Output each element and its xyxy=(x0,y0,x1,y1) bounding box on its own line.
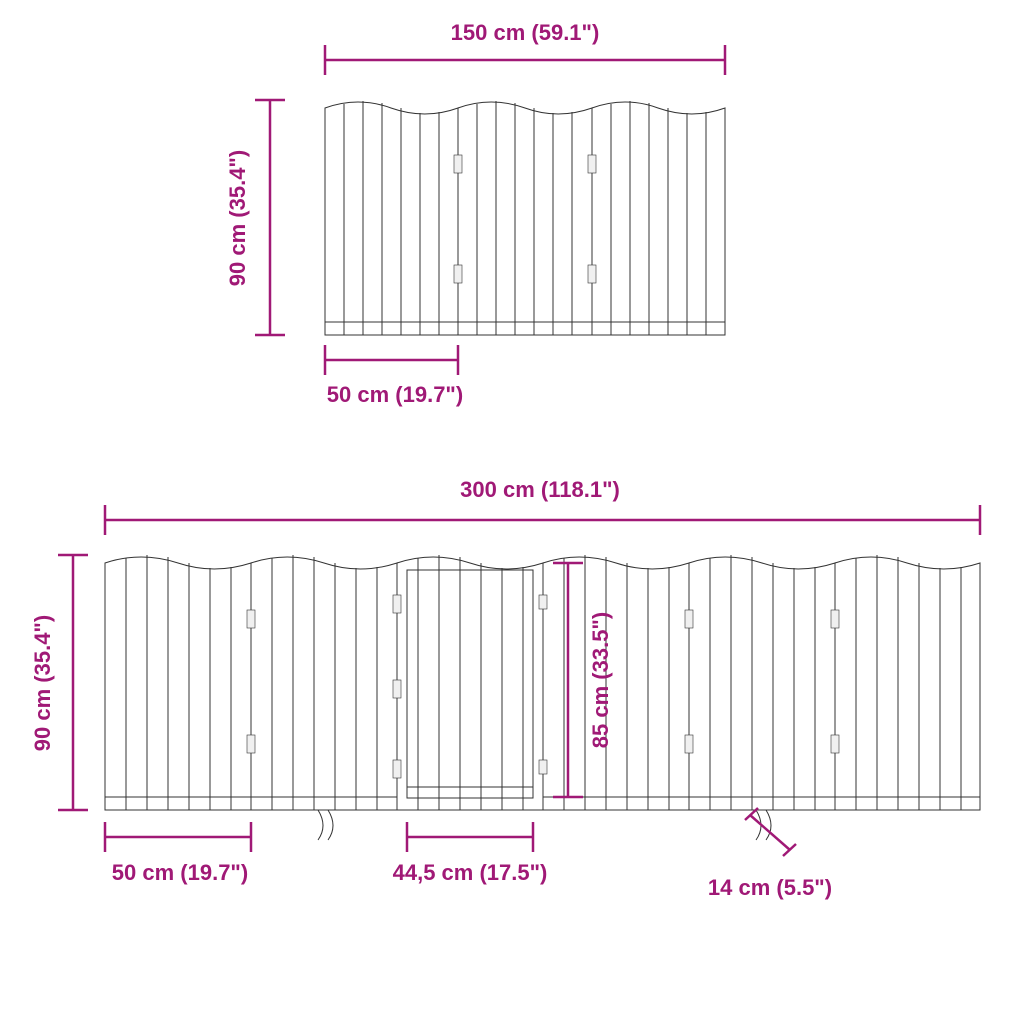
bottom-height-dim: 90 cm (35.4") xyxy=(30,555,88,810)
bottom-innerheight-label: 85 cm (33.5") xyxy=(588,612,613,748)
top-panel-3 xyxy=(592,101,725,335)
bottom-panelwidth-dim: 50 cm (19.7") xyxy=(105,822,251,885)
top-diagram: 150 cm (59.1") 90 cm (35.4") xyxy=(225,20,725,407)
bottom-width-label: 300 cm (118.1") xyxy=(460,477,620,502)
bottom-height-label: 90 cm (35.4") xyxy=(30,615,55,751)
top-panels xyxy=(325,101,725,335)
bottom-panel-5 xyxy=(689,555,835,810)
top-width-dim: 150 cm (59.1") xyxy=(325,20,725,75)
top-panelwidth-dim: 50 cm (19.7") xyxy=(325,345,463,407)
bottom-foot-label: 14 cm (5.5") xyxy=(708,875,832,900)
bottom-diagram: 300 cm (118.1") 90 cm (35.4") xyxy=(30,477,980,900)
bottom-panel-1 xyxy=(105,555,251,810)
bottom-door-dim: 44,5 cm (17.5") xyxy=(393,822,548,885)
bottom-panel-3 xyxy=(397,555,543,810)
top-height-dim: 90 cm (35.4") xyxy=(225,100,285,335)
bottom-panel-2 xyxy=(251,555,397,810)
bottom-panelwidth-label: 50 cm (19.7") xyxy=(112,860,248,885)
top-panel-2 xyxy=(458,101,592,335)
bottom-panel-6 xyxy=(835,555,980,810)
bottom-width-dim: 300 cm (118.1") xyxy=(105,477,980,535)
top-height-label: 90 cm (35.4") xyxy=(225,150,250,286)
bottom-foot-dim: 14 cm (5.5") xyxy=(708,808,832,900)
bottom-door-label: 44,5 cm (17.5") xyxy=(393,860,548,885)
top-panelwidth-label: 50 cm (19.7") xyxy=(327,382,463,407)
bottom-panels xyxy=(105,555,980,840)
top-width-label: 150 cm (59.1") xyxy=(451,20,600,45)
bottom-panel-4 xyxy=(543,555,689,810)
bottom-innerheight-dim: 85 cm (33.5") xyxy=(553,563,613,797)
top-panel-1 xyxy=(325,101,458,335)
